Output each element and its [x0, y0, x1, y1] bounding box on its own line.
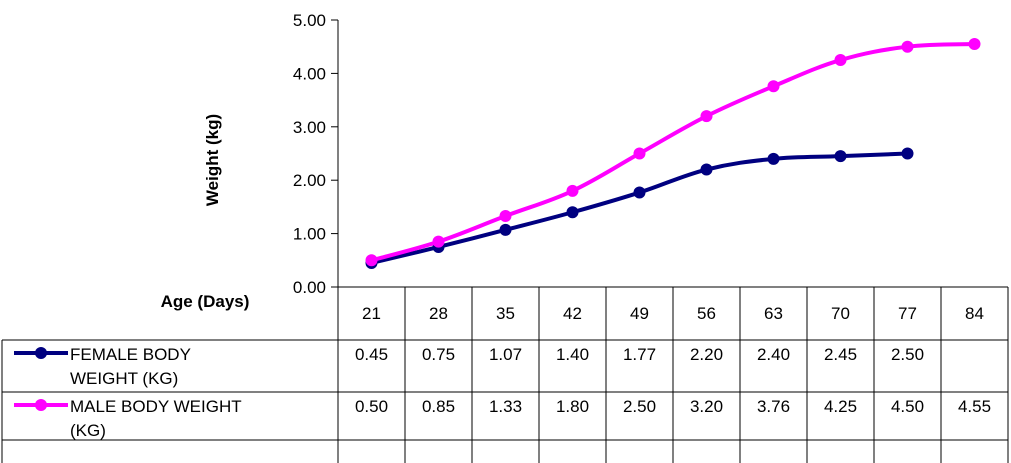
data-point-male	[499, 209, 512, 222]
data-table-value: 0.75	[422, 345, 455, 364]
x-tick-label: 70	[831, 304, 850, 323]
data-point-male	[834, 54, 847, 67]
series-name-line: WEIGHT (KG)	[70, 369, 178, 388]
data-point-male	[968, 38, 981, 51]
series-name-line: FEMALE BODY	[70, 345, 191, 364]
x-tick-label: 35	[496, 304, 515, 323]
data-table-value: 0.45	[355, 345, 388, 364]
data-point-male	[432, 235, 445, 248]
data-table-value: 4.25	[824, 397, 857, 416]
x-tick-label: 28	[429, 304, 448, 323]
y-tick-label: 3.00	[293, 118, 326, 137]
legend-swatch-marker-female	[35, 347, 47, 359]
data-point-female	[566, 206, 579, 219]
legend-swatch-marker-male	[35, 399, 47, 411]
data-point-female	[633, 186, 646, 199]
y-tick-label: 1.00	[293, 225, 326, 244]
data-table-value: 1.07	[489, 345, 522, 364]
data-table-value: 1.40	[556, 345, 589, 364]
data-table-value: 0.85	[422, 397, 455, 416]
data-point-female	[901, 147, 914, 160]
data-point-male	[767, 80, 780, 93]
x-tick-label: 56	[697, 304, 716, 323]
series-name-line: MALE BODY WEIGHT	[70, 397, 242, 416]
data-point-male	[365, 254, 378, 267]
data-point-male	[700, 110, 713, 123]
x-tick-label: 21	[362, 304, 381, 323]
data-table-value: 2.40	[757, 345, 790, 364]
data-table-value: 3.76	[757, 397, 790, 416]
data-point-male	[901, 40, 914, 53]
y-tick-label: 5.00	[293, 11, 326, 30]
data-table-value: 2.45	[824, 345, 857, 364]
data-table-value: 0.50	[355, 397, 388, 416]
data-point-female	[499, 223, 512, 236]
data-point-male	[633, 147, 646, 160]
y-axis-label: Weight (kg)	[203, 114, 222, 206]
data-point-female	[767, 152, 780, 165]
x-tick-label: 49	[630, 304, 649, 323]
data-table-value: 1.80	[556, 397, 589, 416]
x-tick-label: 63	[764, 304, 783, 323]
series-line-male	[370, 42, 975, 263]
data-table-value: 2.50	[623, 397, 656, 416]
data-table-value: 1.77	[623, 345, 656, 364]
data-point-female	[834, 150, 847, 163]
data-table-value: 3.20	[690, 397, 723, 416]
data-point-male	[566, 184, 579, 197]
y-tick-label: 0.00	[293, 278, 326, 297]
x-tick-label: 77	[898, 304, 917, 323]
y-tick-label: 4.00	[293, 64, 326, 83]
series-line-female	[371, 151, 908, 265]
x-axis-label: Age (Days)	[161, 292, 250, 311]
data-table-value: 2.50	[891, 345, 924, 364]
data-table-value: 4.50	[891, 397, 924, 416]
data-point-female	[700, 163, 713, 176]
data-table-value: 4.55	[958, 397, 991, 416]
data-table-value: 2.20	[690, 345, 723, 364]
y-tick-label: 2.00	[293, 171, 326, 190]
data-table-value: 1.33	[489, 397, 522, 416]
series-name-line: (KG)	[70, 421, 106, 440]
x-tick-label: 42	[563, 304, 582, 323]
x-tick-label: 84	[965, 304, 984, 323]
